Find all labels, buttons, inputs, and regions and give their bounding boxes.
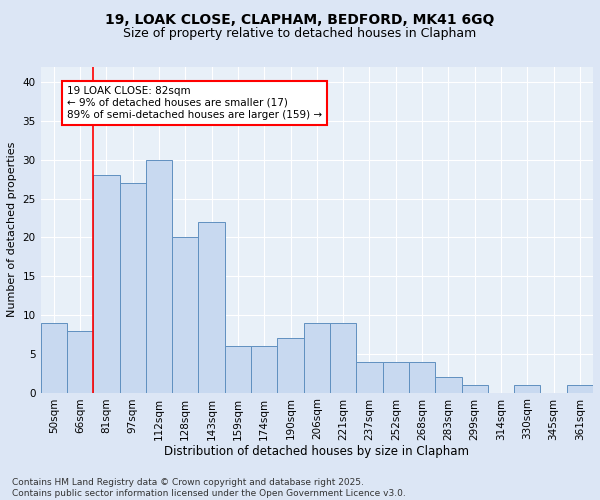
Bar (225, 346, 251, 393)
Bar (172, 238, 199, 392)
Bar (330, 322, 356, 392)
Bar (277, 338, 304, 392)
Bar (514, 385, 541, 392)
Bar (251, 346, 277, 393)
X-axis label: Distribution of detached houses by size in Clapham: Distribution of detached houses by size … (164, 445, 469, 458)
Bar (304, 322, 330, 392)
Text: 19 LOAK CLOSE: 82sqm
← 9% of detached houses are smaller (17)
89% of semi-detach: 19 LOAK CLOSE: 82sqm ← 9% of detached ho… (67, 86, 322, 120)
Bar (119, 183, 146, 392)
Bar (435, 377, 461, 392)
Bar (199, 222, 225, 392)
Y-axis label: Number of detached properties: Number of detached properties (7, 142, 17, 318)
Text: Contains HM Land Registry data © Crown copyright and database right 2025.
Contai: Contains HM Land Registry data © Crown c… (12, 478, 406, 498)
Text: Size of property relative to detached houses in Clapham: Size of property relative to detached ho… (124, 28, 476, 40)
Bar (383, 362, 409, 392)
Bar (461, 385, 488, 392)
Bar (409, 362, 435, 392)
Bar (67, 330, 93, 392)
Bar (356, 362, 383, 392)
Text: 19, LOAK CLOSE, CLAPHAM, BEDFORD, MK41 6GQ: 19, LOAK CLOSE, CLAPHAM, BEDFORD, MK41 6… (106, 12, 494, 26)
Bar (93, 176, 119, 392)
Bar (146, 160, 172, 392)
Bar (41, 322, 67, 392)
Bar (567, 385, 593, 392)
